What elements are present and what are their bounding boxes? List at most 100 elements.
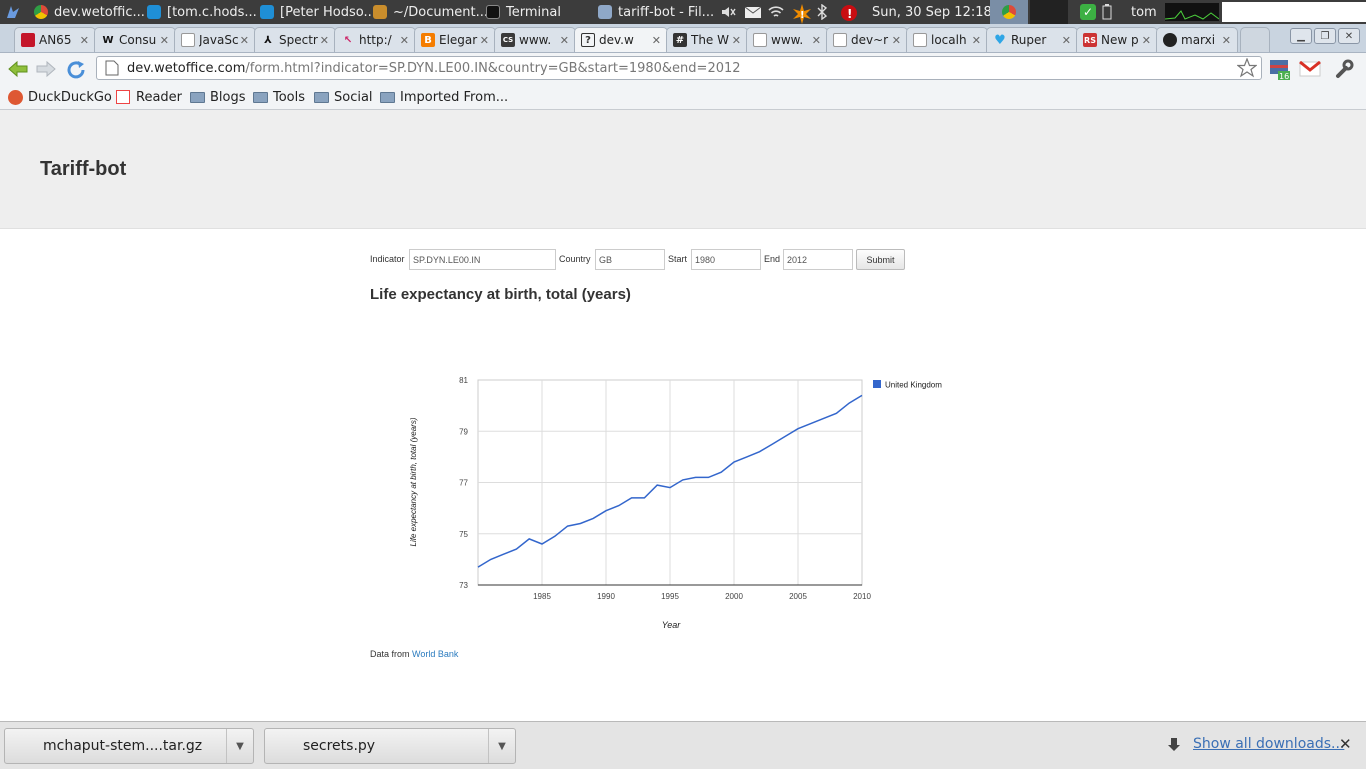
alert-icon[interactable]: ! — [840, 4, 857, 21]
browser-tab[interactable]: B Elegar ✕ — [414, 27, 496, 52]
close-tab-icon[interactable]: ✕ — [559, 33, 569, 47]
dropdown-arrow-icon[interactable]: ▼ — [488, 729, 515, 763]
bookmark-folder-imported[interactable]: Imported From... — [380, 85, 508, 109]
bookmark-folder-blogs[interactable]: Blogs — [190, 85, 246, 109]
browser-tab[interactable]: AN65 ✕ — [14, 27, 96, 52]
bookmark-reader[interactable]: Reader — [116, 85, 182, 109]
y-tick-label: 79 — [459, 427, 468, 436]
browser-tab[interactable]: CS www. ✕ — [494, 27, 576, 52]
duckduckgo-icon — [8, 89, 23, 105]
browser-tab[interactable]: JavaSc ✕ — [174, 27, 256, 52]
workspace-indicator[interactable] — [1030, 0, 1068, 24]
browser-tab[interactable]: RS New p ✕ — [1076, 27, 1158, 52]
mail-icon[interactable] — [744, 4, 762, 20]
browser-tab[interactable]: www. ✕ — [746, 27, 828, 52]
system-tray: ! ! — [720, 0, 857, 24]
forward-button[interactable] — [34, 57, 58, 81]
checkmark-icon[interactable]: ✓ — [1080, 4, 1096, 20]
update-alert-icon[interactable]: ! — [792, 4, 811, 24]
wrench-menu-icon[interactable] — [1332, 57, 1356, 81]
bookmark-duckduckgo[interactable]: DuckDuckGo — [8, 85, 112, 109]
download-item[interactable]: secrets.py ▼ — [264, 728, 516, 764]
folder-icon — [190, 91, 205, 103]
volume-icon[interactable] — [720, 4, 736, 20]
close-tab-icon[interactable]: ✕ — [319, 33, 329, 47]
close-tab-icon[interactable]: ✕ — [1141, 33, 1151, 47]
minimize-window-button[interactable]: ▁ — [1290, 28, 1312, 44]
source-prefix: Data from — [370, 649, 410, 659]
browser-tab[interactable]: # The W ✕ — [666, 27, 748, 52]
close-window-button[interactable]: ✕ — [1338, 28, 1360, 44]
x-tick-label: 1985 — [533, 592, 551, 601]
close-tab-icon[interactable]: ✕ — [1061, 33, 1071, 47]
close-tab-icon[interactable]: ✕ — [79, 33, 89, 47]
taskbar-item[interactable]: Terminal — [486, 0, 561, 24]
indicator-input[interactable] — [409, 249, 556, 270]
download-item[interactable]: mchaput-stem....tar.gz ▼ — [4, 728, 254, 764]
browser-tab[interactable]: localh ✕ — [906, 27, 988, 52]
close-shelf-icon[interactable]: ✕ — [1339, 735, 1352, 753]
close-tab-icon[interactable]: ✕ — [159, 33, 169, 47]
close-tab-icon[interactable]: ✕ — [731, 33, 741, 47]
reload-button[interactable] — [64, 57, 88, 81]
start-year-input[interactable] — [691, 249, 761, 270]
taskbar-item[interactable]: [tom.c.hods... — [147, 0, 257, 24]
browser-tab[interactable]: ↖ http:/✕ — [334, 27, 416, 52]
new-tab-button[interactable] — [1240, 27, 1270, 52]
close-tab-icon[interactable]: ✕ — [651, 33, 661, 47]
dropdown-arrow-icon[interactable]: ▼ — [226, 729, 253, 763]
cursor-icon: ↖ — [343, 34, 353, 46]
skype-icon — [260, 5, 274, 19]
back-button[interactable] — [6, 57, 30, 81]
taskbar-item[interactable]: tariff-bot - Fil... — [598, 0, 714, 24]
browser-tab[interactable]: W Consu ✕ — [94, 27, 176, 52]
close-tab-icon[interactable]: ✕ — [971, 33, 981, 47]
close-tab-icon[interactable]: ✕ — [811, 33, 821, 47]
extension-badge-icon[interactable]: 16 — [1268, 57, 1292, 81]
browser-tab-active[interactable]: ? dev.w ✕ — [574, 27, 668, 52]
bookmark-folder-tools[interactable]: Tools — [253, 85, 305, 109]
rs-icon: RS — [1083, 33, 1097, 47]
close-tab-icon[interactable]: ✕ — [1221, 33, 1231, 47]
wifi-icon[interactable] — [768, 4, 784, 20]
close-tab-icon[interactable]: ✕ — [891, 33, 901, 47]
close-tab-icon[interactable]: ✕ — [399, 33, 409, 47]
end-label: End — [764, 254, 781, 264]
end-year-input[interactable] — [783, 249, 853, 270]
taskbar-item[interactable]: ~/Document... — [373, 0, 488, 24]
user-name[interactable]: tom — [1131, 4, 1157, 20]
w3c-icon: # — [673, 33, 687, 47]
browser-tab[interactable]: dev~r ✕ — [826, 27, 908, 52]
taskbar-item[interactable]: dev.wetoffic... — [34, 0, 145, 24]
terminal-icon — [486, 5, 500, 19]
browser-tab[interactable]: marxi ✕ — [1156, 27, 1238, 52]
x-tick-label: 2005 — [789, 592, 807, 601]
panel-search-box[interactable] — [1222, 2, 1366, 22]
taskbar-item[interactable]: [Peter Hodso... — [260, 0, 376, 24]
world-bank-link[interactable]: World Bank — [412, 649, 459, 659]
url-path: /form.html?indicator=SP.DYN.LE00.IN&coun… — [245, 60, 741, 76]
bluetooth-icon[interactable] — [816, 3, 832, 21]
close-tab-icon[interactable]: ✕ — [239, 33, 249, 47]
twitter-icon: ♥ — [994, 32, 1006, 48]
restore-window-button[interactable]: ❐ — [1314, 28, 1336, 44]
app-menu-icon[interactable] — [4, 0, 22, 24]
x-axis-title: Year — [662, 620, 682, 630]
active-window-indicator[interactable] — [990, 0, 1028, 24]
address-bar[interactable]: dev.wetoffice.com/form.html?indicator=SP… — [96, 56, 1262, 80]
close-tab-icon[interactable]: ✕ — [479, 33, 489, 47]
reload-icon — [67, 61, 85, 79]
browser-tab[interactable]: ♥ Ruper ✕ — [986, 27, 1078, 52]
submit-button[interactable]: Submit — [856, 249, 905, 270]
forward-arrow-icon — [36, 60, 56, 78]
line-chart: 73 75 77 79 81 1985 1990 1995 2000 2005 2010 Unite… — [409, 376, 942, 630]
browser-tab[interactable]: ⅄ Spectr ✕ — [254, 27, 336, 52]
show-all-downloads-link[interactable]: Show all downloads... — [1193, 736, 1345, 752]
country-input[interactable] — [595, 249, 665, 270]
bookmark-folder-social[interactable]: Social — [314, 85, 373, 109]
gmail-icon[interactable] — [1298, 57, 1322, 81]
clock[interactable]: Sun, 30 Sep 12:18 — [872, 4, 992, 20]
battery-icon[interactable] — [1102, 4, 1118, 20]
bookmark-star-icon[interactable] — [1237, 58, 1257, 78]
url-domain: dev.wetoffice.com — [127, 60, 246, 76]
